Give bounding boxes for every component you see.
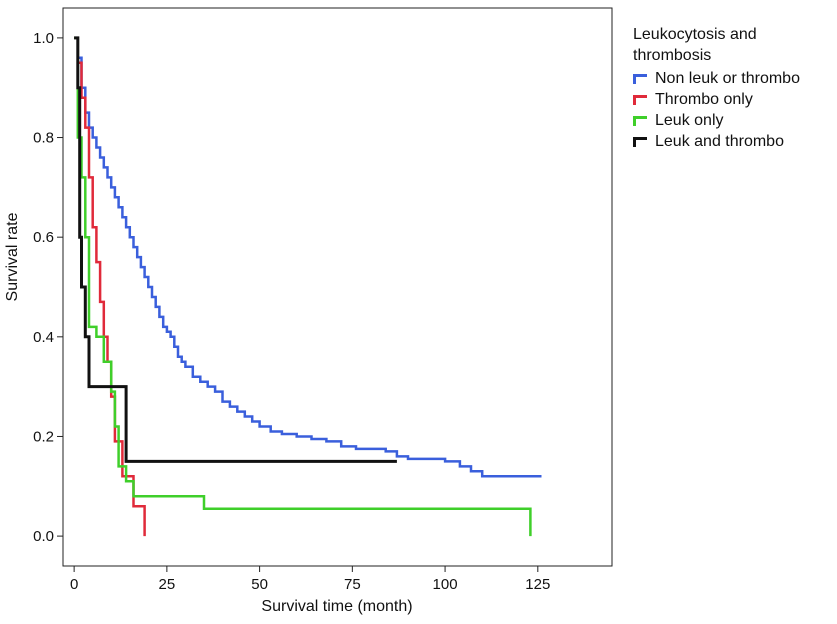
x-axis-label: Survival time (month) — [261, 598, 412, 615]
x-axis-ticks: 0 25 50 75 100 125 — [70, 566, 550, 593]
series-layer — [74, 36, 542, 537]
series-line-non-leuk-or-thrombo — [74, 36, 542, 478]
y-tick-label: 1.0 — [33, 30, 54, 47]
legend-item-leuk-and-thrombo: Leuk and thrombo — [633, 131, 813, 152]
y-tick-label: 0.2 — [33, 428, 54, 445]
legend-label: Leuk and thrombo — [655, 133, 784, 150]
legend-swatch — [633, 73, 647, 84]
x-tick-label: 0 — [70, 576, 78, 593]
series-line-thrombo-only — [74, 36, 146, 537]
y-tick-label: 0.8 — [33, 130, 54, 147]
legend-item-leuk-only: Leuk only — [633, 110, 813, 131]
y-tick-label: 0.4 — [33, 329, 54, 346]
legend-label: Leuk only — [655, 112, 724, 129]
legend-label: Thrombo only — [655, 91, 753, 108]
x-tick-label: 50 — [251, 576, 268, 593]
legend-swatch — [633, 136, 647, 147]
legend-label: Non leuk or thrombo — [655, 70, 800, 87]
plot-frame — [62, 7, 613, 567]
legend-items: Non leuk or thrombo Thrombo only Leuk only… — [633, 68, 813, 152]
y-tick-label: 0.6 — [33, 229, 54, 246]
x-tick-label: 75 — [344, 576, 361, 593]
x-tick-label: 25 — [159, 576, 176, 593]
legend-swatch — [633, 115, 647, 126]
y-tick-label: 0.0 — [33, 528, 54, 545]
legend-swatch — [633, 94, 647, 105]
series-line-leuk-and-thrombo — [74, 36, 397, 463]
y-axis-ticks: 0.0 0.2 0.4 0.6 0.8 1.0 — [33, 30, 63, 545]
x-tick-label: 125 — [525, 576, 550, 593]
legend-title: Leukocytosis and thrombosis — [633, 26, 757, 64]
series-line-leuk-only — [74, 36, 532, 537]
x-tick-label: 100 — [433, 576, 458, 593]
y-axis-label: Survival rate — [4, 212, 21, 301]
legend: Leukocytosis and thrombosis Non leuk or … — [633, 24, 813, 152]
legend-item-non-leuk-or-thrombo: Non leuk or thrombo — [633, 68, 813, 89]
legend-item-thrombo-only: Thrombo only — [633, 89, 813, 110]
